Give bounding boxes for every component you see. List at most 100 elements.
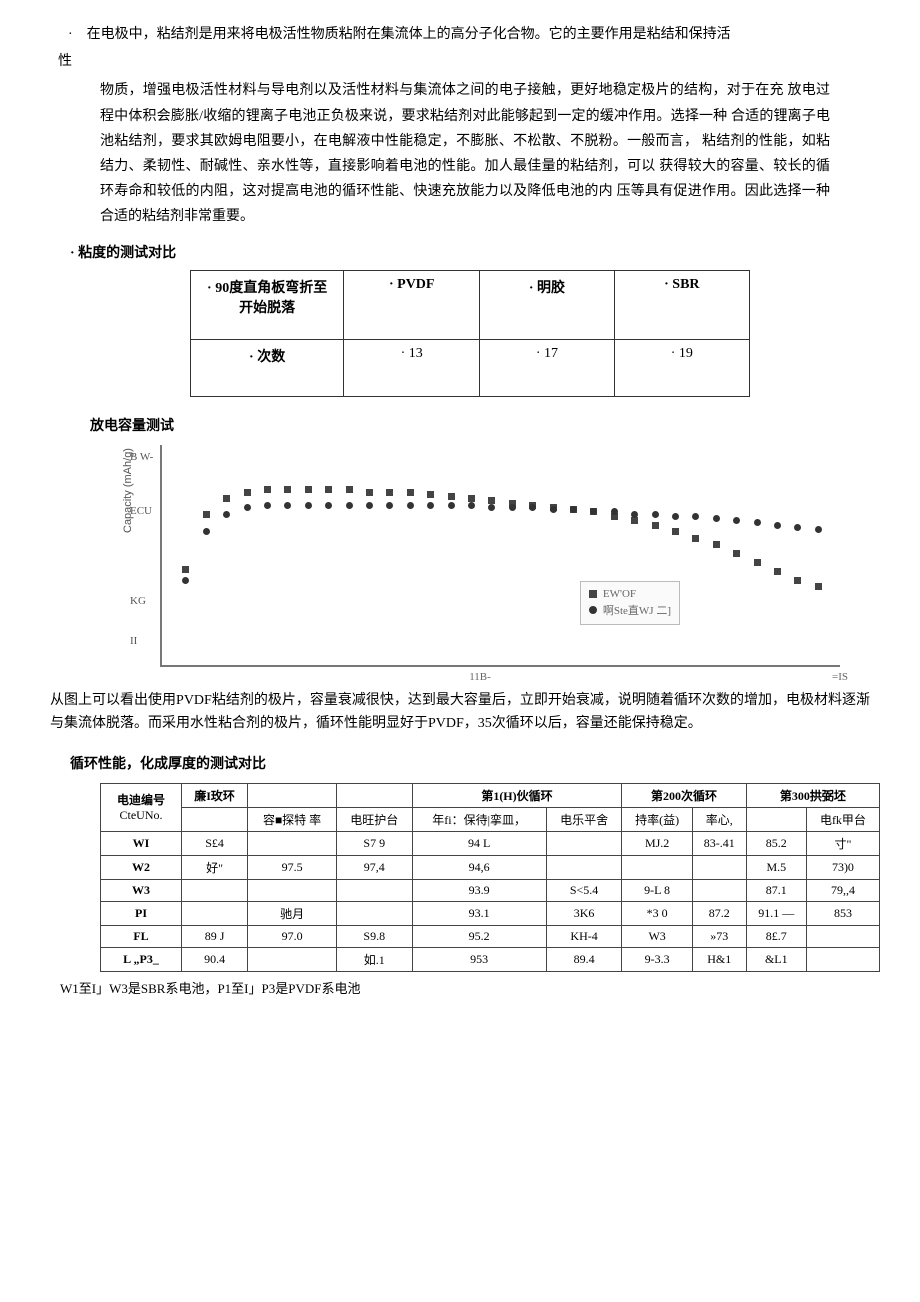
- bg-g3: 第1(H)伙循环: [412, 783, 622, 807]
- table-cell: 90.4: [182, 947, 248, 971]
- table-cell: 好": [182, 855, 248, 879]
- chart-point: [223, 511, 230, 518]
- ytick-0: B W-: [130, 451, 153, 463]
- chart-point: [794, 524, 801, 531]
- table-cell: 79,,4: [806, 879, 879, 901]
- chart-point: [754, 519, 761, 526]
- cycle-table: 电迪编号 CteUNo. 廉I玫环 第1(H)伙循环 第200次循环 第300拱…: [100, 783, 880, 972]
- chart-point: [386, 489, 393, 496]
- bg-g1: 廉I玫环: [182, 783, 248, 807]
- table-row: W393.9S<5.49-L 887.179,,4: [101, 879, 880, 901]
- bh-cell-2: CteUNo.: [106, 808, 176, 823]
- chart-point: [774, 568, 781, 575]
- comp-h1: · 90度直角板弯折至开始脱落: [191, 270, 344, 339]
- chart-point: [244, 504, 251, 511]
- table-cell: W2: [101, 855, 182, 879]
- chart-point: [284, 486, 291, 493]
- table-row: W2好"97.597,494,6M.573)0: [101, 855, 880, 879]
- chart-point: [346, 502, 353, 509]
- chart-point: [346, 486, 353, 493]
- table-cell: 87.2: [692, 901, 746, 925]
- chart-point: [754, 559, 761, 566]
- table-cell: 9-3.3: [622, 947, 692, 971]
- table-cell: 83-.41: [692, 831, 746, 855]
- viscosity-table: · 90度直角板弯折至开始脱落 · PVDF · 明胶 · SBR · 次数 ·…: [190, 270, 750, 397]
- chart-point: [407, 502, 414, 509]
- comp-h3: · 明胶: [480, 270, 614, 339]
- section-cycle-title: 循环性能，化成厚度的测试对比: [70, 753, 880, 773]
- chart-point: [550, 506, 557, 513]
- table-cell: [248, 947, 337, 971]
- sh-y3: 持率(益): [622, 807, 692, 831]
- table-cell: FL: [101, 925, 182, 947]
- comp-h2: · PVDF: [344, 270, 480, 339]
- sh-y6: 电fk甲台: [806, 807, 879, 831]
- chart-point: [223, 495, 230, 502]
- section-discharge-title: 放电容量测试: [90, 415, 880, 435]
- chart-xlabel: 11B-: [120, 671, 840, 683]
- table-cell: S£4: [182, 831, 248, 855]
- sh-y2: 电乐平舍: [546, 807, 622, 831]
- table-cell: 97.5: [248, 855, 337, 879]
- table-cell: 94 L: [412, 831, 546, 855]
- foot-note: W1至I」W3是SBR系电池，P1至I」P3是PVDF系电池: [60, 978, 880, 997]
- chart-point: [448, 493, 455, 500]
- table-cell: M.5: [746, 855, 806, 879]
- chart-point: [203, 528, 210, 535]
- chart-point: [448, 502, 455, 509]
- chart-point: [774, 522, 781, 529]
- intro-text-1: 在电极中，粘结剂是用来将电极活性物质粘附在集流体上的高分子化合物。它的主要作用是…: [87, 27, 731, 42]
- table-cell: &L1: [746, 947, 806, 971]
- table-cell: 驰月: [248, 901, 337, 925]
- chart-point: [305, 486, 312, 493]
- chart-point: [529, 504, 536, 511]
- intro-block: 物质，增强电极活性材料与导电剂以及活性材料与集流体之间的电子接触，更好地稳定极片…: [100, 78, 830, 229]
- table-cell: 寸": [806, 831, 879, 855]
- table-row: PI驰月93.13K6*3 087.291.1 —853: [101, 901, 880, 925]
- comp-h4: · SBR: [614, 270, 749, 339]
- table-cell: [248, 831, 337, 855]
- ytick-3: II: [130, 635, 137, 647]
- table-cell: 如.1: [336, 947, 412, 971]
- bg-sh-plat-top: [336, 783, 412, 807]
- bg-g2: [248, 783, 337, 807]
- chart-point: [182, 577, 189, 584]
- chart-point: [366, 489, 373, 496]
- table-cell: 89 J: [182, 925, 248, 947]
- table-cell: 97,4: [336, 855, 412, 879]
- table-cell: [182, 901, 248, 925]
- chart-point: [407, 489, 414, 496]
- chart-point: [325, 486, 332, 493]
- table-cell: [622, 855, 692, 879]
- legend-1: EW'OF: [603, 588, 636, 600]
- table-cell: H&1: [692, 947, 746, 971]
- table-cell: 95.2: [412, 925, 546, 947]
- table-cell: *3 0: [622, 901, 692, 925]
- chart-point: [488, 504, 495, 511]
- chart-legend: EW'OF 啊Ste直WJ 二]: [580, 581, 680, 625]
- sh-blank1: [182, 807, 248, 831]
- table-cell: 89.4: [546, 947, 622, 971]
- chart-point: [386, 502, 393, 509]
- chart-point: [244, 489, 251, 496]
- table-cell: L „P3_: [101, 947, 182, 971]
- table-cell: KH-4: [546, 925, 622, 947]
- table-cell: 853: [806, 901, 879, 925]
- table-cell: [806, 925, 879, 947]
- chart-point: [815, 526, 822, 533]
- chart-analysis-text: 从图上可以看出使用PVDF粘结剂的极片，容量衰减很快，达到最大容量后，立即开始衰…: [50, 689, 870, 735]
- table-cell: 94,6: [412, 855, 546, 879]
- sh-plat: 电旺护台: [336, 807, 412, 831]
- chart-point: [264, 502, 271, 509]
- chart-point: [468, 502, 475, 509]
- chart-point: [264, 486, 271, 493]
- ytick-2: KG: [130, 595, 146, 607]
- chart-point: [794, 577, 801, 584]
- chart-point: [305, 502, 312, 509]
- bg-g5: 第300拱弼坯: [746, 783, 879, 807]
- intro-line-2: 性: [58, 50, 880, 70]
- chart-point: [366, 502, 373, 509]
- table-cell: 87.1: [746, 879, 806, 901]
- intro-section: · 在电极中，粘结剂是用来将电极活性物质粘附在集流体上的高分子化合物。它的主要作…: [40, 24, 880, 230]
- comp-r1: · 次数: [191, 339, 344, 396]
